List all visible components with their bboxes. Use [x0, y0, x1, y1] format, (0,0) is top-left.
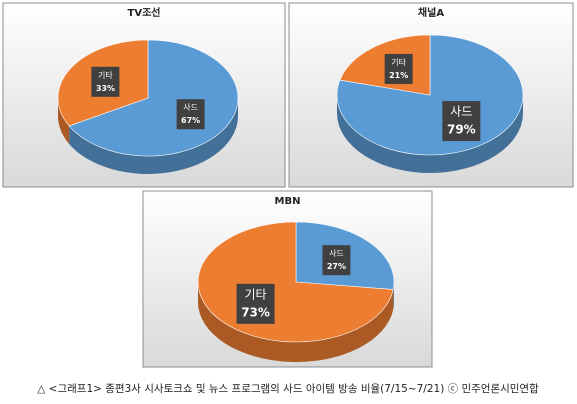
pie-side: [198, 282, 394, 362]
chart-title: MBN: [275, 196, 301, 207]
data-label-category: 기타: [245, 287, 267, 301]
data-label-category: 사드: [450, 105, 472, 119]
data-label-box: [91, 66, 120, 97]
pie-side: [58, 98, 70, 144]
data-label-value: 21%: [389, 71, 408, 80]
caption: △ <그래프1> 종편3사 시사토크쇼 및 뉴스 프로그램의 사드 아이템 방송…: [37, 382, 539, 395]
data-label-box: [176, 99, 205, 130]
chart: MBN 사드 27% 기타 73%: [142, 190, 433, 368]
data-label-value: 67%: [181, 116, 200, 125]
chart: 채널A 사드 79% 기타 21%: [288, 2, 574, 188]
pie-side: [337, 95, 523, 173]
data-label-value: 27%: [327, 262, 346, 271]
data-label-value: 33%: [96, 84, 115, 93]
chart-title: 채널A: [418, 6, 444, 19]
data-label-box: [384, 53, 413, 84]
data-label-category: 기타: [391, 58, 406, 67]
chart-title: TV조선: [128, 6, 161, 19]
pie-side: [69, 98, 238, 174]
data-label-category: 사드: [329, 249, 344, 258]
data-label-box: [236, 283, 275, 324]
data-label-value: 79%: [447, 123, 476, 137]
data-label-category: 사드: [183, 103, 198, 112]
data-label-category: 기타: [98, 71, 113, 80]
data-label-box: [322, 245, 351, 276]
data-label-value: 73%: [241, 305, 270, 319]
data-label-box: [442, 101, 481, 142]
